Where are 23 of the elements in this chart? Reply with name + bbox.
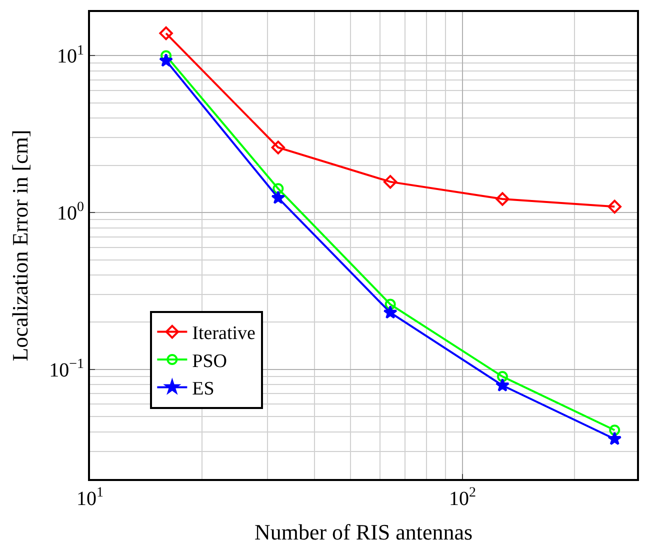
legend-label: ES xyxy=(192,378,214,400)
point xyxy=(159,53,174,67)
point xyxy=(495,378,510,392)
point xyxy=(383,305,398,319)
point xyxy=(271,140,286,154)
legend-label: Iterative xyxy=(192,323,256,344)
point xyxy=(608,432,622,446)
point xyxy=(271,190,286,204)
point xyxy=(608,200,622,214)
point xyxy=(609,424,620,436)
y-tick-label: 10$^{1}$ xyxy=(57,43,84,68)
point xyxy=(159,26,173,40)
point xyxy=(496,371,508,382)
point xyxy=(272,183,284,194)
point xyxy=(383,174,398,189)
y-tick-label: 10$^{0}$ xyxy=(57,200,84,225)
legend-label: PSO xyxy=(192,350,228,372)
y-tick-label: 10$^{−1}$ xyxy=(49,356,84,382)
x-axis-title: Number of RIS antennas xyxy=(254,519,473,544)
point xyxy=(384,298,396,310)
x-tick-label: 10$^{2}$ xyxy=(449,486,476,510)
point xyxy=(496,192,510,206)
y-axis-title: Localization Error in [cm] xyxy=(7,130,32,362)
